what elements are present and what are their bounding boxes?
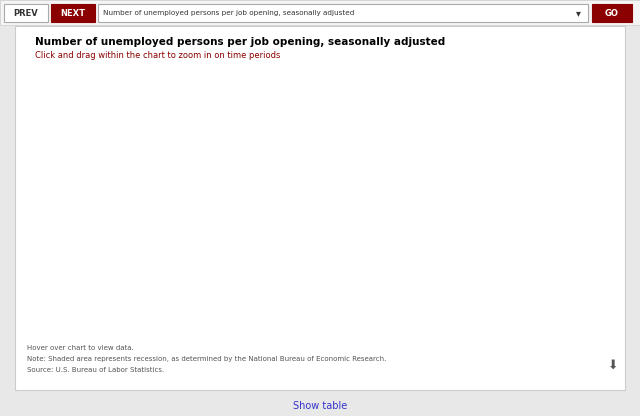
Text: Show table: Show table — [293, 401, 347, 411]
Text: Click and drag within the chart to zoom in on time periods: Click and drag within the chart to zoom … — [35, 52, 280, 60]
Bar — [98, 4, 588, 22]
Text: NEXT: NEXT — [61, 8, 86, 17]
Text: Hover over chart to view data.: Hover over chart to view data. — [27, 345, 134, 351]
Text: GO: GO — [605, 8, 619, 17]
Text: Source: U.S. Bureau of Labor Statistics.: Source: U.S. Bureau of Labor Statistics. — [27, 367, 164, 373]
Bar — [453, 81, 468, 330]
Bar — [4, 4, 48, 22]
Text: Number of unemployed persons per job opening, seasonally adjusted: Number of unemployed persons per job ope… — [103, 10, 355, 16]
Bar — [15, 26, 625, 390]
Bar — [592, 4, 632, 22]
Text: Number of unemployed persons per job opening, seasonally adjusted: Number of unemployed persons per job ope… — [35, 37, 445, 47]
Text: ⬇: ⬇ — [608, 359, 618, 371]
Bar — [51, 4, 95, 22]
Text: ▾: ▾ — [575, 8, 580, 18]
Text: Note: Shaded area represents recession, as determined by the National Bureau of : Note: Shaded area represents recession, … — [27, 356, 387, 362]
Text: PREV: PREV — [13, 8, 38, 17]
